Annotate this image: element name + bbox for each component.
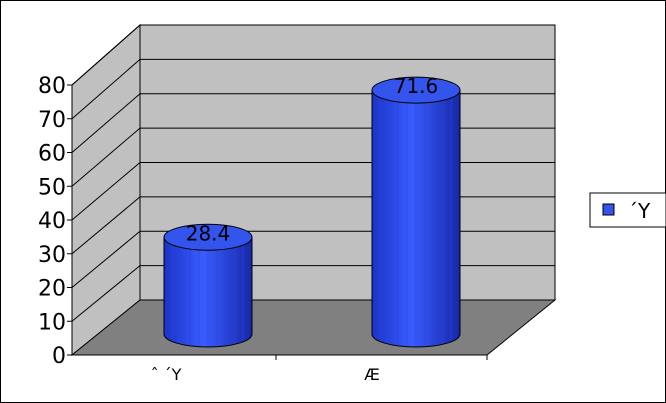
gridline-side (71, 58, 141, 120)
bar (163, 223, 253, 348)
gridline-side (71, 230, 141, 288)
x-tick-label: ˆ ´Y (151, 365, 182, 384)
side-wall (71, 23, 141, 357)
legend: ´Y (589, 192, 666, 228)
bar-top (371, 76, 461, 104)
x-axis: ˆ ´Y Æ (151, 365, 380, 384)
y-tick-label: 30 (38, 243, 66, 268)
gridline-side (71, 93, 141, 153)
gridline-side (71, 162, 141, 221)
y-axis: 0 10 20 30 40 50 60 70 80 (38, 74, 488, 369)
bars (163, 76, 461, 348)
data-label: 71.6 (394, 74, 439, 98)
y-tick-label: 60 (38, 142, 66, 167)
bar (371, 76, 461, 348)
y-tick-label: 20 (38, 277, 66, 302)
legend-entry: ´Y (628, 199, 651, 223)
x-tick-label: Æ (364, 365, 380, 384)
gridline-side (71, 127, 141, 187)
data-label: 28.4 (186, 221, 231, 245)
y-tick-label: 0 (52, 344, 66, 369)
gridline-side (71, 24, 141, 86)
floor (70, 299, 557, 356)
gridline-side (71, 265, 141, 322)
y-tick-label: 70 (38, 108, 66, 133)
y-tick-label: 40 (38, 209, 66, 234)
legend-swatch (602, 203, 615, 216)
y-tick-label: 80 (38, 74, 66, 99)
gridline-side (71, 196, 141, 255)
data-labels: 28.4 71.6 (186, 74, 439, 245)
y-tick-label: 10 (38, 310, 66, 335)
bar-top (163, 223, 253, 251)
gridlines (71, 24, 555, 322)
y-tick-label: 50 (38, 175, 66, 200)
